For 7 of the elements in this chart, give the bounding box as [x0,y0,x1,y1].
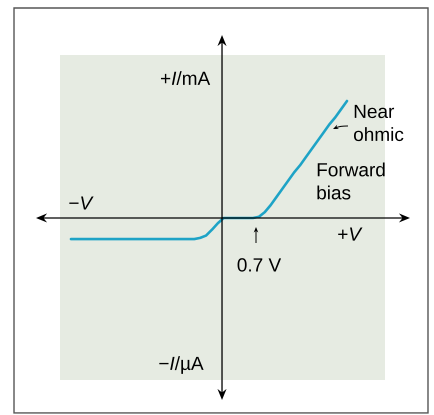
text: 0.7 V [238,258,282,272]
x-axis-title: +V [338,228,363,241]
y-axis-title: +I/mA [160,71,210,86]
text: Near ohmic [354,104,404,142]
annotation: Forward bias [317,162,385,200]
text: −I/µA [159,356,204,374]
annotation: −V [69,196,94,210]
